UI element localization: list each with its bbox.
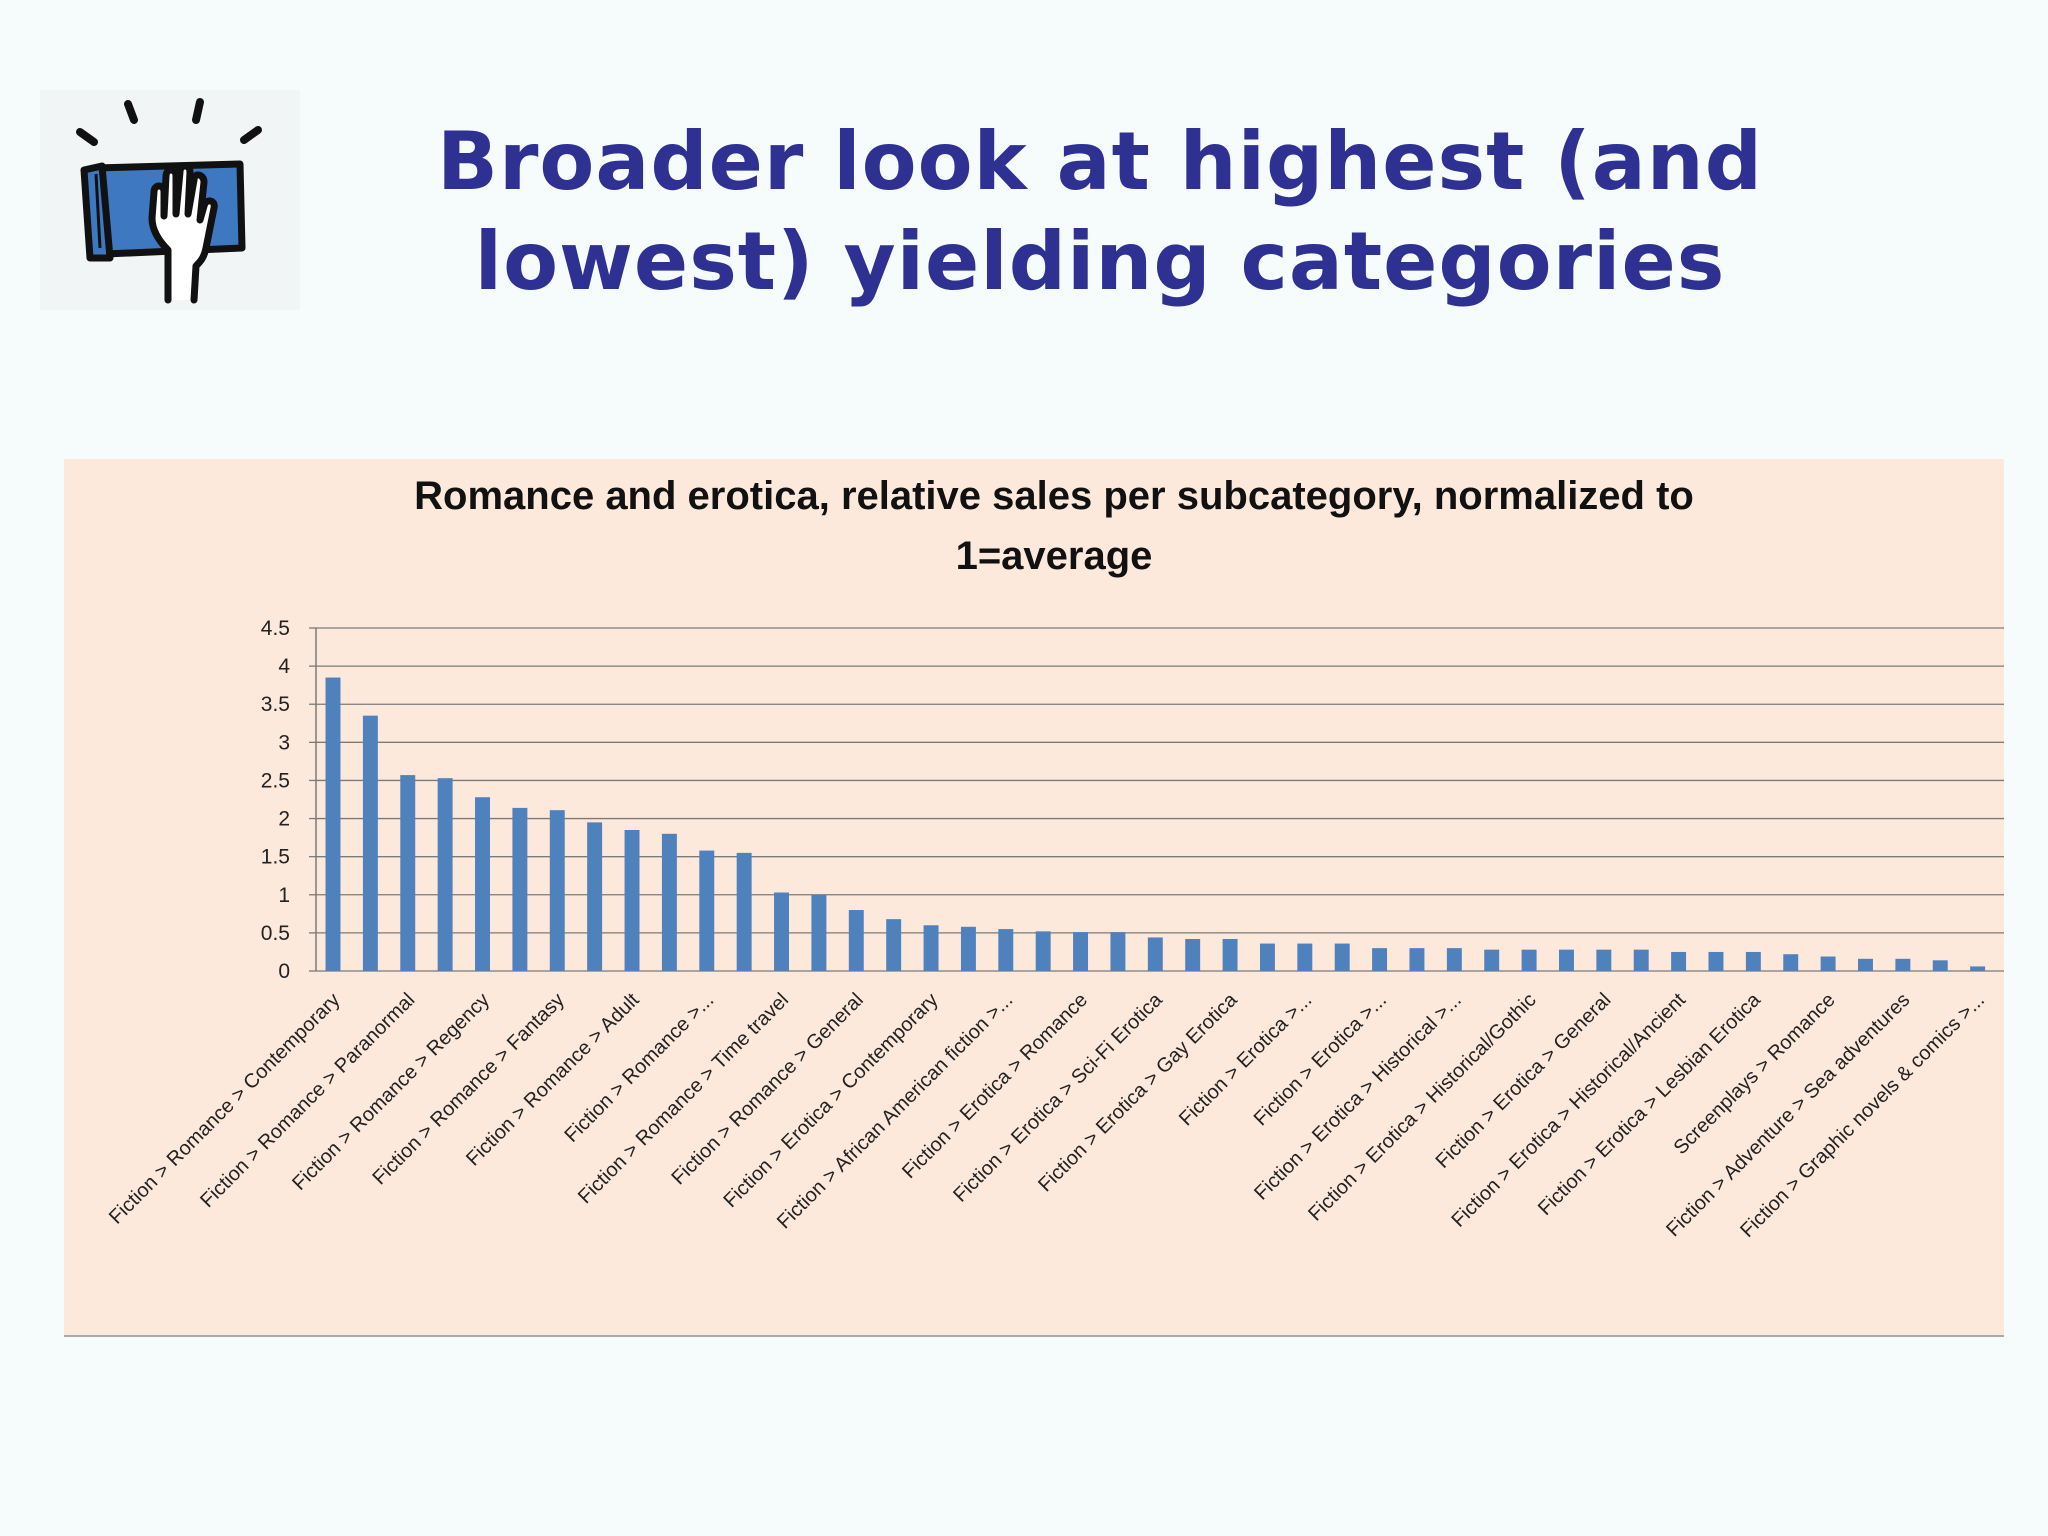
bar bbox=[1409, 948, 1425, 971]
bar bbox=[923, 925, 939, 971]
chart-panel bbox=[64, 459, 2004, 1337]
bar bbox=[699, 850, 715, 971]
y-tick-label: 1.5 bbox=[261, 846, 290, 869]
bar bbox=[1932, 960, 1948, 971]
bar bbox=[549, 810, 565, 971]
bar bbox=[1633, 949, 1649, 971]
chart-title: Romance and erotica, relative sales per … bbox=[0, 466, 2048, 586]
book-hand-icon bbox=[40, 90, 300, 310]
bar bbox=[1970, 966, 1986, 971]
y-tick-label: 1 bbox=[278, 884, 290, 907]
y-tick-label: 2 bbox=[278, 808, 290, 831]
x-tick-label: Fiction > Erotica >... bbox=[1175, 989, 1316, 1130]
bar bbox=[1334, 943, 1350, 971]
bar bbox=[736, 852, 752, 971]
bar bbox=[1745, 951, 1761, 971]
chart-title-line1: Romance and erotica, relative sales per … bbox=[414, 474, 1694, 518]
bar bbox=[661, 833, 677, 971]
bar bbox=[1783, 954, 1799, 971]
bar bbox=[811, 894, 827, 971]
y-tick-label: 0.5 bbox=[261, 922, 290, 945]
bar bbox=[325, 677, 341, 971]
x-tick-label: Fiction > Romance >... bbox=[560, 989, 718, 1147]
y-tick-label: 4 bbox=[278, 655, 290, 678]
bar bbox=[1484, 949, 1500, 971]
y-tick-label: 4.5 bbox=[261, 617, 290, 640]
bar bbox=[886, 919, 902, 971]
bar bbox=[1895, 958, 1911, 971]
bar bbox=[1521, 949, 1537, 971]
bar bbox=[1558, 949, 1574, 971]
bar bbox=[998, 929, 1014, 971]
x-tick-label: Fiction > Erotica >... bbox=[1250, 989, 1391, 1130]
y-tick-label: 2.5 bbox=[261, 769, 290, 792]
y-tick-label: 3.5 bbox=[261, 693, 290, 716]
bar bbox=[1820, 956, 1836, 971]
bar bbox=[1708, 951, 1724, 971]
bar bbox=[1110, 932, 1126, 971]
bar bbox=[1073, 932, 1089, 971]
bar bbox=[1596, 949, 1612, 971]
bar bbox=[960, 926, 976, 971]
slide-title-line1: Broader look at highest (and bbox=[436, 115, 1763, 208]
bar bbox=[1671, 951, 1687, 971]
bar bbox=[1035, 931, 1051, 971]
bar bbox=[512, 807, 528, 971]
bar bbox=[1858, 958, 1873, 971]
bar bbox=[624, 829, 640, 971]
slide-title: Broader look at highest (and lowest) yie… bbox=[380, 112, 1820, 312]
bar bbox=[848, 910, 864, 971]
bar bbox=[1147, 937, 1163, 971]
bar bbox=[1446, 948, 1462, 971]
bar bbox=[1372, 948, 1388, 971]
bar bbox=[774, 892, 790, 971]
bar bbox=[1185, 938, 1201, 971]
y-tick-label: 0 bbox=[278, 960, 290, 983]
bar bbox=[400, 775, 416, 971]
bar bbox=[437, 778, 453, 971]
bar bbox=[1259, 943, 1275, 971]
bar bbox=[587, 822, 603, 971]
chart-title-line2: 1=average bbox=[955, 534, 1153, 578]
bar bbox=[475, 797, 490, 971]
bar bbox=[1297, 943, 1313, 971]
bar bbox=[362, 715, 378, 971]
slide-title-line2: lowest) yielding categories bbox=[474, 215, 1726, 308]
y-tick-label: 3 bbox=[278, 731, 290, 754]
bar bbox=[1222, 938, 1238, 971]
